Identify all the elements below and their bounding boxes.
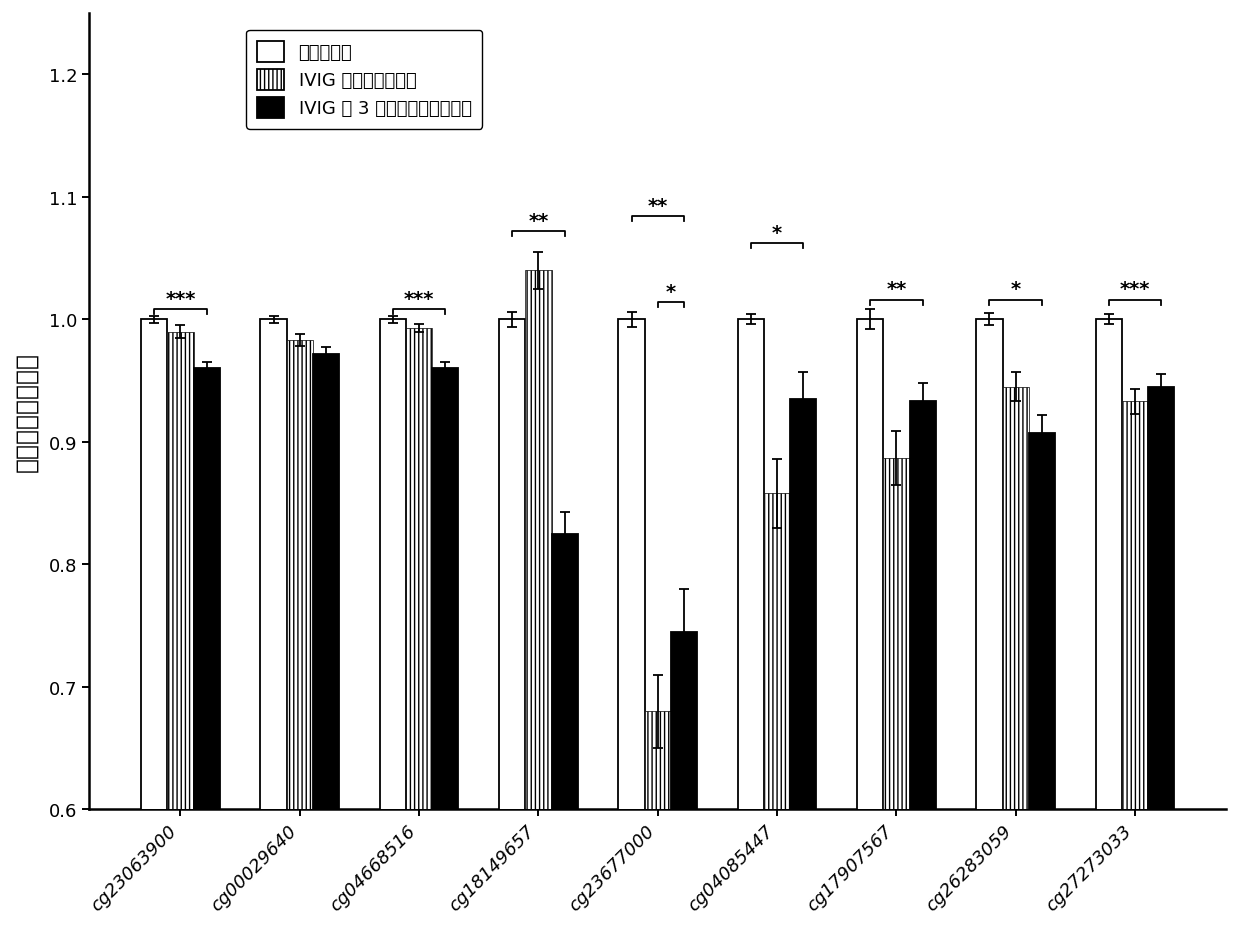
Bar — [405, 329, 433, 928]
Bar — [645, 712, 671, 928]
Bar — [141, 320, 167, 928]
Bar — [1029, 433, 1055, 928]
Text: ***: *** — [404, 290, 434, 309]
Bar — [883, 458, 910, 928]
Text: *: * — [1011, 280, 1021, 299]
Bar — [498, 320, 526, 928]
Bar — [619, 320, 645, 928]
Bar — [1003, 387, 1029, 928]
Text: **: ** — [647, 197, 668, 216]
Bar — [857, 320, 883, 928]
Bar — [738, 320, 764, 928]
Bar — [552, 535, 578, 928]
Bar — [671, 632, 697, 928]
Text: *: * — [666, 283, 676, 302]
Bar — [526, 271, 552, 928]
Bar — [286, 341, 312, 928]
Bar — [379, 320, 405, 928]
Bar — [1122, 402, 1148, 928]
Bar — [193, 369, 219, 928]
Legend: 发热对照组, IVIG 前的川崎氏病组, IVIG 后 3 周以上的川崎氏病组: 发热对照组, IVIG 前的川崎氏病组, IVIG 后 3 周以上的川崎氏病组 — [247, 31, 482, 129]
Bar — [790, 400, 816, 928]
Bar — [764, 494, 790, 928]
Text: *: * — [773, 224, 782, 243]
Text: ***: *** — [165, 290, 196, 309]
Bar — [976, 320, 1003, 928]
Y-axis label: 相对的甲基化水平: 相对的甲基化水平 — [14, 352, 38, 471]
Bar — [910, 402, 936, 928]
Bar — [167, 332, 193, 928]
Text: **: ** — [887, 280, 906, 299]
Bar — [312, 354, 340, 928]
Bar — [1096, 320, 1122, 928]
Bar — [1148, 387, 1174, 928]
Bar — [433, 369, 459, 928]
Bar — [260, 320, 286, 928]
Text: **: ** — [528, 212, 548, 230]
Text: ***: *** — [1120, 280, 1151, 299]
